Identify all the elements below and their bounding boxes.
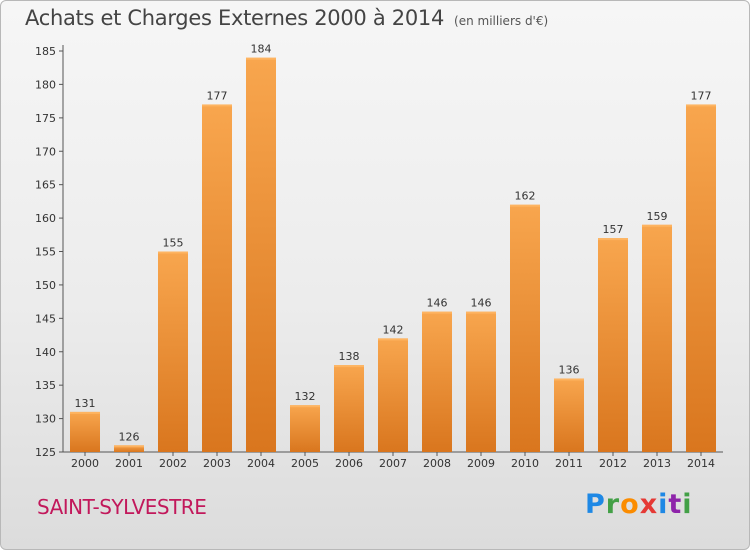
y-tick-label: 130: [35, 413, 56, 426]
chart-title-text: Achats et Charges Externes 2000 à 2014: [25, 6, 445, 30]
proxiti-logo: Proxiti: [585, 489, 693, 520]
bar-top-edge: [334, 365, 364, 368]
bar: [466, 311, 496, 452]
y-tick-label: 185: [35, 45, 56, 58]
bar-value-label: 146: [427, 297, 448, 310]
logo-letter: r: [605, 489, 621, 520]
bar-value-label: 157: [603, 223, 624, 236]
bar-top-edge: [378, 338, 408, 341]
y-tick-label: 175: [35, 112, 56, 125]
logo-letter: o: [620, 489, 640, 520]
y-tick-label: 125: [35, 446, 56, 459]
bar: [642, 224, 672, 452]
logo-letter: i: [682, 489, 693, 520]
commune-name: SAINT-SYLVESTRE: [37, 495, 207, 519]
bar: [290, 405, 320, 452]
x-tick-label: 2010: [511, 457, 539, 470]
bar: [114, 445, 144, 452]
chart-bars: [70, 57, 716, 452]
bar-top-edge: [642, 224, 672, 227]
bar: [70, 411, 100, 452]
logo-letter: x: [639, 489, 659, 520]
bar-top-edge: [114, 445, 144, 448]
x-tick-label: 2007: [379, 457, 407, 470]
y-tick-label: 140: [35, 346, 56, 359]
y-tick-label: 150: [35, 279, 56, 292]
bar-value-label: 142: [383, 323, 404, 336]
x-tick-label: 2001: [115, 457, 143, 470]
bar-value-label: 162: [515, 190, 536, 203]
y-tick-label: 165: [35, 179, 56, 192]
bar-value-label: 184: [251, 43, 272, 56]
x-tick-label: 2002: [159, 457, 187, 470]
x-tick-label: 2012: [599, 457, 627, 470]
bar-value-label: 155: [163, 237, 184, 250]
x-tick-label: 2009: [467, 457, 495, 470]
bar: [202, 104, 232, 452]
x-tick-label: 2014: [687, 457, 715, 470]
bar: [334, 365, 364, 452]
bar-top-edge: [246, 57, 276, 60]
bar-top-edge: [554, 378, 584, 381]
chart-axes: 125 130 135 140 145 150 155 160 165 170 175 180 185: [35, 45, 723, 459]
bar-value-label: 177: [691, 89, 712, 102]
bar: [554, 378, 584, 452]
x-tick-label: 2011: [555, 457, 583, 470]
bar-top-edge: [290, 405, 320, 408]
bar: [598, 238, 628, 452]
bar: [510, 204, 540, 452]
logo-letter: t: [668, 489, 683, 520]
bar-top-edge: [686, 104, 716, 107]
bar-top-edge: [510, 204, 540, 207]
bar: [246, 57, 276, 452]
logo-letter: i: [658, 489, 669, 520]
y-tick-label: 180: [35, 78, 56, 91]
bar: [378, 338, 408, 452]
bar: [422, 311, 452, 452]
bar-top-edge: [158, 251, 188, 254]
bar-value-label: 126: [119, 430, 140, 443]
bar-value-label: 132: [295, 390, 316, 403]
bar-value-label: 159: [647, 210, 668, 223]
bar-top-edge: [422, 311, 452, 314]
bar-value-label: 136: [559, 363, 580, 376]
y-tick-label: 170: [35, 145, 56, 158]
x-tick-label: 2003: [203, 457, 231, 470]
x-tick-label: 2005: [291, 457, 319, 470]
bar-top-edge: [466, 311, 496, 314]
bar-value-label: 177: [207, 89, 228, 102]
x-tick-label: 2013: [643, 457, 671, 470]
bar-top-edge: [70, 411, 100, 414]
y-tick-label: 135: [35, 379, 56, 392]
bar-top-edge: [202, 104, 232, 107]
y-tick-label: 155: [35, 246, 56, 259]
bar: [158, 251, 188, 452]
bar-value-label: 131: [75, 397, 96, 410]
y-tick-label: 145: [35, 312, 56, 325]
bar-value-label: 138: [339, 350, 360, 363]
bar-value-label: 146: [471, 297, 492, 310]
logo-letter: P: [585, 489, 606, 520]
chart-labels: 2000 131 2001 126 2002 155 2003 177 2004 184 2005 1…: [71, 43, 715, 470]
chart-title: Achats et Charges Externes 2000 à 2014 (e…: [25, 6, 548, 30]
chart-unit: (en milliers d'€): [454, 14, 549, 28]
x-tick-label: 2006: [335, 457, 363, 470]
x-tick-label: 2000: [71, 457, 99, 470]
bar: [686, 104, 716, 452]
y-tick-label: 160: [35, 212, 56, 225]
x-tick-label: 2008: [423, 457, 451, 470]
bar-top-edge: [598, 238, 628, 241]
x-tick-label: 2004: [247, 457, 275, 470]
